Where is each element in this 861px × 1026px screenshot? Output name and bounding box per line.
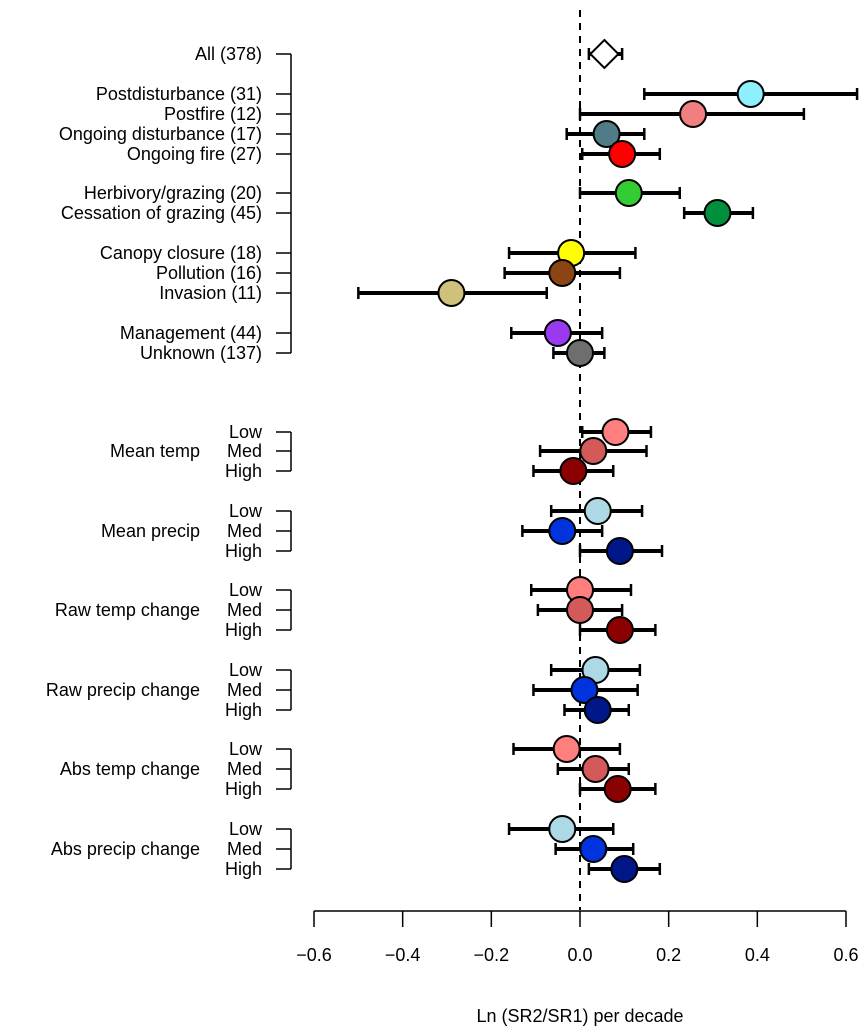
row-mean-precip-low-point (583, 497, 612, 525)
row-cessation-of-grazing-45-point (703, 199, 732, 227)
row-invasion-11-point (437, 279, 466, 307)
category-bracket (276, 53, 292, 354)
row-unknown-137-label: Unknown (137) (140, 343, 262, 363)
row-herbivory-grazing-20-label: Herbivory/grazing (20) (84, 183, 262, 203)
group-label-abs-precip-change: Abs precip change (51, 839, 200, 859)
x-axis: −0.6 −0.4 −0.2 0.0 0.2 0.4 0.6 (296, 910, 859, 965)
row-raw-precip-change-high-point (583, 696, 612, 724)
row-mean-precip-high-point (605, 537, 634, 565)
row-all-378-point (588, 38, 620, 70)
row-pollution-16-label: Pollution (16) (156, 263, 262, 283)
row-raw-temp-change-high-level-label: High (225, 620, 262, 640)
x-tick-label-3: 0.0 (567, 945, 592, 965)
row-all-378-label: All (378) (195, 44, 262, 64)
row-abs-temp-change-high-point (603, 775, 632, 803)
x-tick-label-6: 0.6 (833, 945, 858, 965)
row-postfire-12-label: Postfire (12) (164, 104, 262, 124)
x-tick-label-4: 0.2 (656, 945, 681, 965)
group-label-mean-precip: Mean precip (101, 521, 200, 541)
row-herbivory-grazing-20-point (614, 179, 643, 207)
row-mean-temp-med-level-label: Med (227, 441, 262, 461)
row-abs-precip-change-high-level-label: High (225, 859, 262, 879)
group-label-abs-temp-change: Abs temp change (60, 759, 200, 779)
row-mean-temp-med-point (579, 437, 608, 465)
row-raw-precip-change-med-level-label: Med (227, 680, 262, 700)
row-ongoing-fire-27-point (608, 140, 637, 168)
group-label-mean-temp: Mean temp (110, 441, 200, 461)
row-abs-precip-change-low-level-label: Low (229, 819, 263, 839)
row-canopy-closure-18-label: Canopy closure (18) (100, 243, 262, 263)
row-raw-temp-change-med-level-label: Med (227, 600, 262, 620)
row-abs-temp-change-high-level-label: High (225, 779, 262, 799)
labels-layer: All (378) Postdisturbance (31)Postfire (1… (46, 44, 263, 879)
row-ongoing-fire-27-label: Ongoing fire (27) (127, 144, 262, 164)
points-layer (437, 38, 765, 883)
row-postdisturbance-31-point (736, 80, 765, 108)
row-mean-precip-low-level-label: Low (229, 501, 263, 521)
row-abs-temp-change-low-point (552, 735, 581, 763)
row-raw-precip-change-med-point (570, 676, 599, 704)
row-mean-precip-high-level-label: High (225, 541, 262, 561)
x-tick-label-5: 0.4 (745, 945, 770, 965)
group-bracket-mean-precip (276, 510, 292, 552)
row-raw-temp-change-med-point (566, 596, 594, 624)
row-pollution-16-point (548, 259, 577, 287)
row-mean-precip-med-level-label: Med (227, 521, 262, 541)
group-bracket-raw-temp-change (276, 589, 292, 631)
x-axis-title: Ln (SR2/SR1) per decade (476, 1006, 683, 1026)
row-management-44-label: Management (44) (120, 323, 262, 343)
row-abs-temp-change-med-point (581, 755, 610, 783)
row-ongoing-disturbance-17-point (592, 120, 621, 148)
x-tick-label-0: −0.6 (296, 945, 332, 965)
x-tick-label-2: −0.2 (474, 945, 510, 965)
group-bracket-abs-precip-change (276, 828, 292, 870)
row-mean-temp-high-level-label: High (225, 461, 262, 481)
row-management-44-point (543, 319, 572, 347)
ci-layer (357, 48, 859, 875)
group-bracket-raw-precip-change (276, 669, 292, 711)
group-label-raw-temp-change: Raw temp change (55, 600, 200, 620)
row-abs-precip-change-low-point (548, 815, 577, 843)
group-label-raw-precip-change: Raw precip change (46, 680, 200, 700)
group-brackets (276, 53, 292, 870)
row-mean-temp-low-level-label: Low (229, 422, 263, 442)
row-abs-precip-change-med-level-label: Med (227, 839, 262, 859)
row-raw-precip-change-high-level-label: High (225, 700, 262, 720)
row-mean-temp-high-point (559, 457, 588, 485)
row-postdisturbance-31-label: Postdisturbance (31) (96, 84, 262, 104)
row-abs-precip-change-high-point (610, 855, 639, 883)
row-mean-temp-low-point (601, 418, 630, 446)
row-postfire-12-point (679, 100, 708, 128)
row-cessation-of-grazing-45-label: Cessation of grazing (45) (61, 203, 262, 223)
row-mean-precip-med-point (548, 517, 577, 545)
group-bracket-mean-temp (276, 431, 292, 472)
row-abs-temp-change-low-level-label: Low (229, 739, 263, 759)
row-abs-temp-change-med-level-label: Med (227, 759, 262, 779)
row-raw-temp-change-low-level-label: Low (229, 580, 263, 600)
row-raw-temp-change-high-point (605, 616, 634, 644)
row-raw-precip-change-low-level-label: Low (229, 660, 263, 680)
row-invasion-11-label: Invasion (11) (159, 283, 262, 303)
row-abs-precip-change-med-point (579, 835, 608, 863)
group-bracket-abs-temp-change (276, 748, 292, 790)
row-ongoing-disturbance-17-label: Ongoing disturbance (17) (59, 124, 262, 144)
x-tick-label-1: −0.4 (385, 945, 421, 965)
row-unknown-137-point (566, 339, 594, 367)
